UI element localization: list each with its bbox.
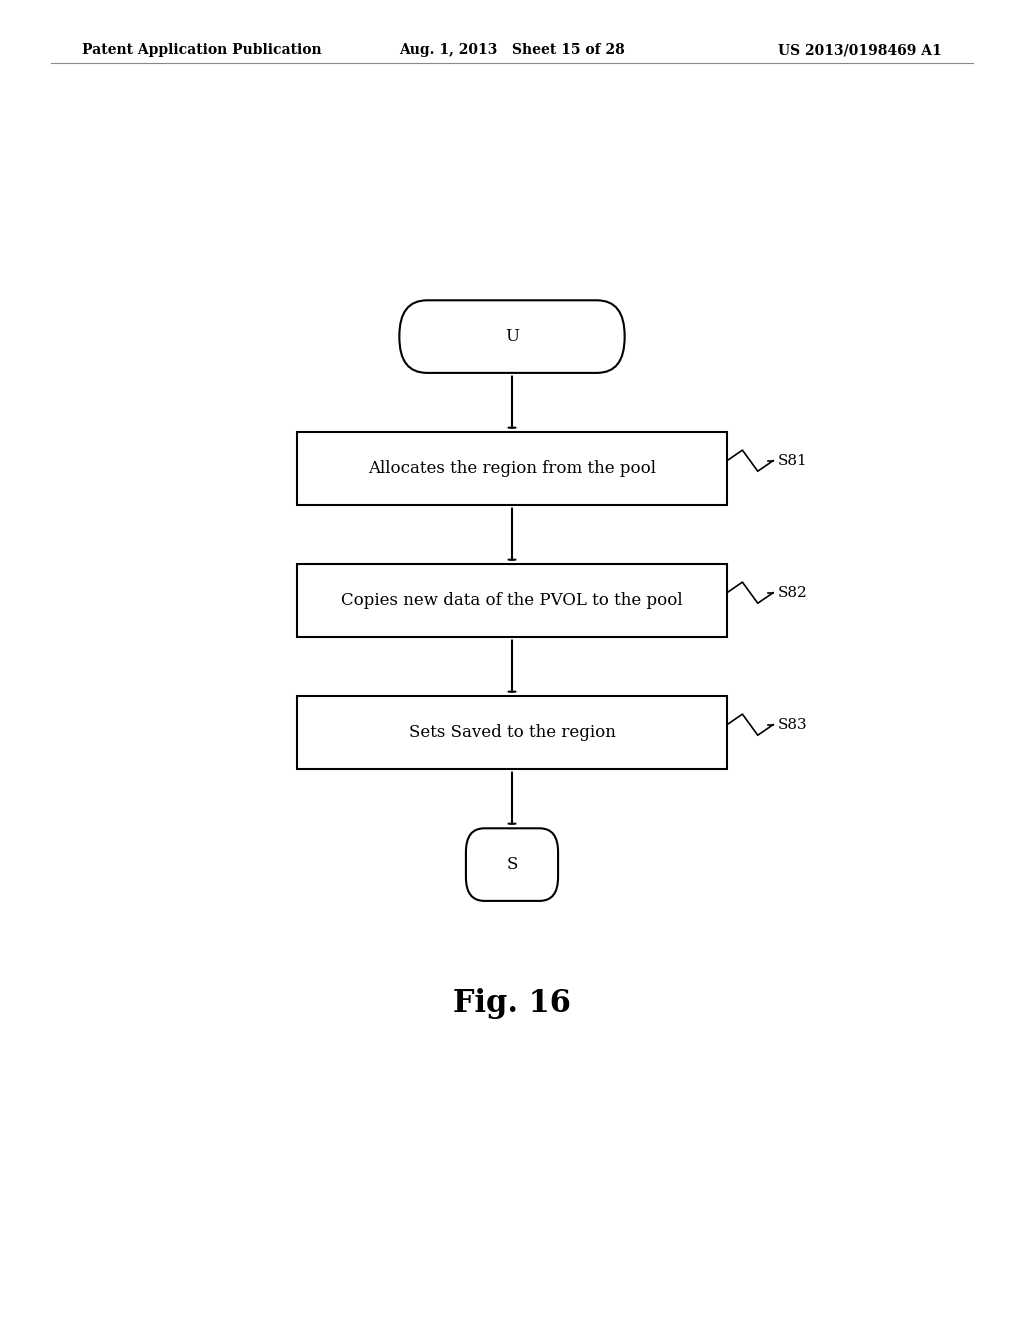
- FancyBboxPatch shape: [399, 300, 625, 372]
- Text: Sets Saved to the region: Sets Saved to the region: [409, 725, 615, 741]
- Bar: [297, 697, 727, 768]
- Bar: [297, 564, 727, 636]
- Text: Copies new data of the PVOL to the pool: Copies new data of the PVOL to the pool: [341, 593, 683, 609]
- Text: Aug. 1, 2013   Sheet 15 of 28: Aug. 1, 2013 Sheet 15 of 28: [399, 44, 625, 57]
- Text: S83: S83: [778, 718, 808, 731]
- Text: US 2013/0198469 A1: US 2013/0198469 A1: [778, 44, 942, 57]
- Text: S: S: [506, 857, 518, 873]
- FancyBboxPatch shape: [466, 829, 558, 902]
- Text: S81: S81: [778, 454, 808, 467]
- Text: Patent Application Publication: Patent Application Publication: [82, 44, 322, 57]
- Bar: [297, 433, 727, 504]
- Text: U: U: [505, 329, 519, 345]
- Text: S82: S82: [778, 586, 808, 599]
- Text: Fig. 16: Fig. 16: [453, 987, 571, 1019]
- Text: Allocates the region from the pool: Allocates the region from the pool: [368, 461, 656, 477]
